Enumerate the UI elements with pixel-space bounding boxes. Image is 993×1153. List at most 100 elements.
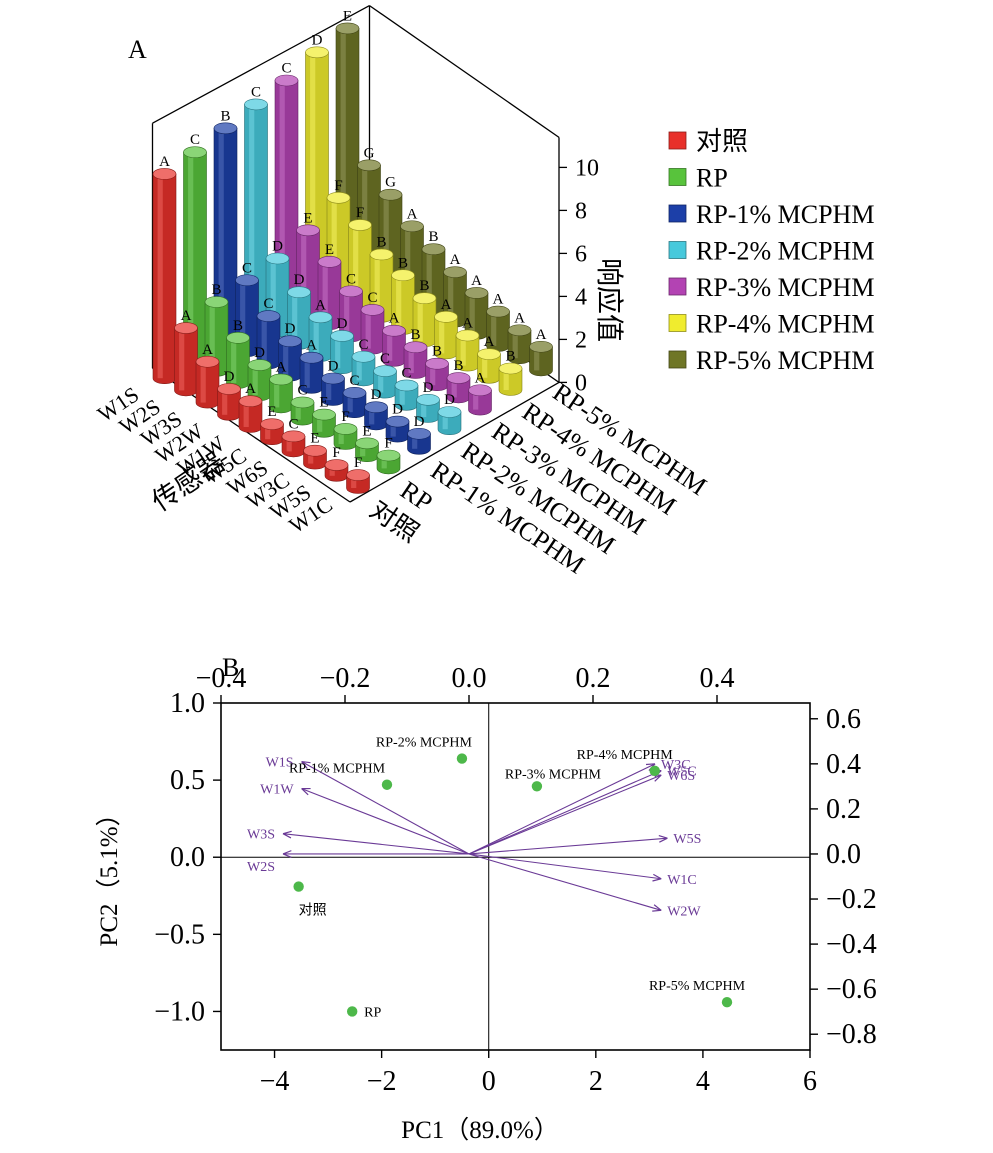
bar-top (335, 22, 360, 35)
bar-top (507, 324, 532, 337)
axes-ticks: −4 −2 0 2 4 6 1.0 0.5 0.0 −0.5 −1.0 −0.4 −0.2 0.0 0.2 0… (154, 663, 877, 1097)
bar-top (360, 304, 385, 316)
x-tick-label: 0 (482, 1066, 496, 1097)
score-RP: RP (346, 1005, 382, 1020)
loading-W1S: W1S (266, 756, 470, 855)
bar-RP-2% MCPHM-W3C: C (394, 365, 419, 411)
bar-top (281, 430, 306, 443)
bar-highlight (331, 197, 337, 293)
legend: 对照 RP RP-1% MCPHM RP-2% MCPHM RP-3% MCPHM RP-… (668, 127, 874, 375)
bar-highlight (351, 475, 357, 488)
bar-body (195, 361, 220, 409)
bar-highlight (421, 399, 427, 417)
bar-RP-1% MCPHM-W1W: A (299, 338, 324, 394)
bar-top (369, 248, 394, 261)
bar-highlight (270, 258, 276, 332)
bar-body (174, 327, 198, 397)
bar-RP-5% MCPHM-W6S: A (464, 273, 489, 340)
bar-letter: F (341, 409, 349, 425)
bar-top (455, 329, 480, 342)
loading-label: W1W (260, 783, 294, 798)
z-tick-label: 8 (575, 198, 587, 224)
bar-highlight (157, 173, 163, 379)
bar-highlight (317, 414, 323, 432)
bar-letter: B (398, 255, 408, 271)
bar-highlight (430, 363, 436, 386)
bar-letter: A (484, 334, 495, 350)
bar-top (394, 379, 419, 392)
bar-highlight (448, 272, 454, 322)
bar-top (437, 406, 462, 418)
score-point (456, 753, 468, 764)
bar-top (391, 269, 415, 282)
bar-highlight (243, 401, 249, 427)
legend-item: RP-5% MCPHM (668, 346, 874, 375)
floor-edge (349, 381, 560, 503)
loading-arrow (468, 774, 662, 855)
bar-letter: C (281, 61, 291, 77)
bar-RP-W3S: B (226, 318, 250, 389)
score-point (293, 881, 304, 892)
bar-letter: A (389, 311, 400, 327)
loading-W2S: W2S (247, 850, 469, 875)
bar-highlight (442, 412, 448, 430)
loading-W3S: W3S (247, 828, 470, 855)
score-point (346, 1006, 358, 1017)
panel-label-b: B (222, 653, 239, 682)
bar-letter: B (376, 234, 386, 250)
right-tick-label: −0.8 (826, 1019, 877, 1050)
bar-top (244, 98, 268, 111)
bar-highlight (252, 365, 258, 396)
legend-swatch (668, 204, 687, 223)
bar-highlight (344, 291, 350, 337)
bar-highlight (396, 275, 402, 329)
bar-top (468, 384, 492, 397)
loading-arrow (282, 833, 470, 855)
bar-letter: D (224, 369, 235, 385)
z-tick-label: 10 (575, 155, 599, 181)
bar-letter: F (334, 178, 342, 194)
loading-label: W2S (247, 860, 275, 875)
loading-arrow (468, 837, 668, 855)
bar-RP-3% MCPHM-W3C: B (425, 344, 449, 391)
legend-label: RP-3% MCPHM (696, 273, 874, 302)
bar-letter: A (450, 252, 461, 268)
right-tick-label: −0.6 (826, 974, 877, 1005)
bar-letter: B (453, 358, 463, 374)
score-label: RP-3% MCPHM (505, 767, 602, 782)
bar-letter: B (432, 344, 442, 360)
bar-letter: F (354, 455, 362, 471)
bar-top (299, 351, 324, 364)
bar-highlight (179, 328, 185, 391)
bar-letter: E (343, 8, 352, 24)
arrow-head (301, 787, 311, 796)
bar-highlight (340, 28, 346, 261)
bar-top (326, 192, 351, 204)
right-tick-label: 0.6 (826, 704, 861, 735)
z-tick-label: 2 (575, 327, 587, 353)
bar-对照-W3C: E (303, 431, 327, 470)
bar-letter: A (536, 327, 547, 343)
bar-RP-W1C: F (376, 436, 401, 475)
bar-top (269, 373, 293, 386)
arrow-head (658, 834, 668, 843)
bar-top (400, 220, 424, 233)
score-point (531, 781, 543, 792)
bar-letter: C (358, 337, 368, 353)
y-tick-label: 0.0 (170, 842, 205, 873)
bar-RP-4% MCPHM-W1W: B (391, 255, 415, 335)
bar-letter: E (267, 404, 276, 420)
bar-对照-W5C: E (260, 404, 284, 445)
bar-top (204, 296, 229, 308)
bar-RP-5% MCPHM-W5S: A (507, 310, 532, 364)
bar-highlight (188, 152, 194, 359)
bar-top (321, 372, 345, 385)
bar-letter: A (471, 273, 482, 289)
bar-RP-4% MCPHM-W6S: A (434, 297, 458, 360)
bar-top (378, 188, 403, 201)
bar-top (382, 324, 406, 337)
bar-body (152, 173, 177, 384)
score-RP-5% MCPHM: RP-5% MCPHM (649, 979, 746, 1008)
bar-top (260, 418, 284, 430)
